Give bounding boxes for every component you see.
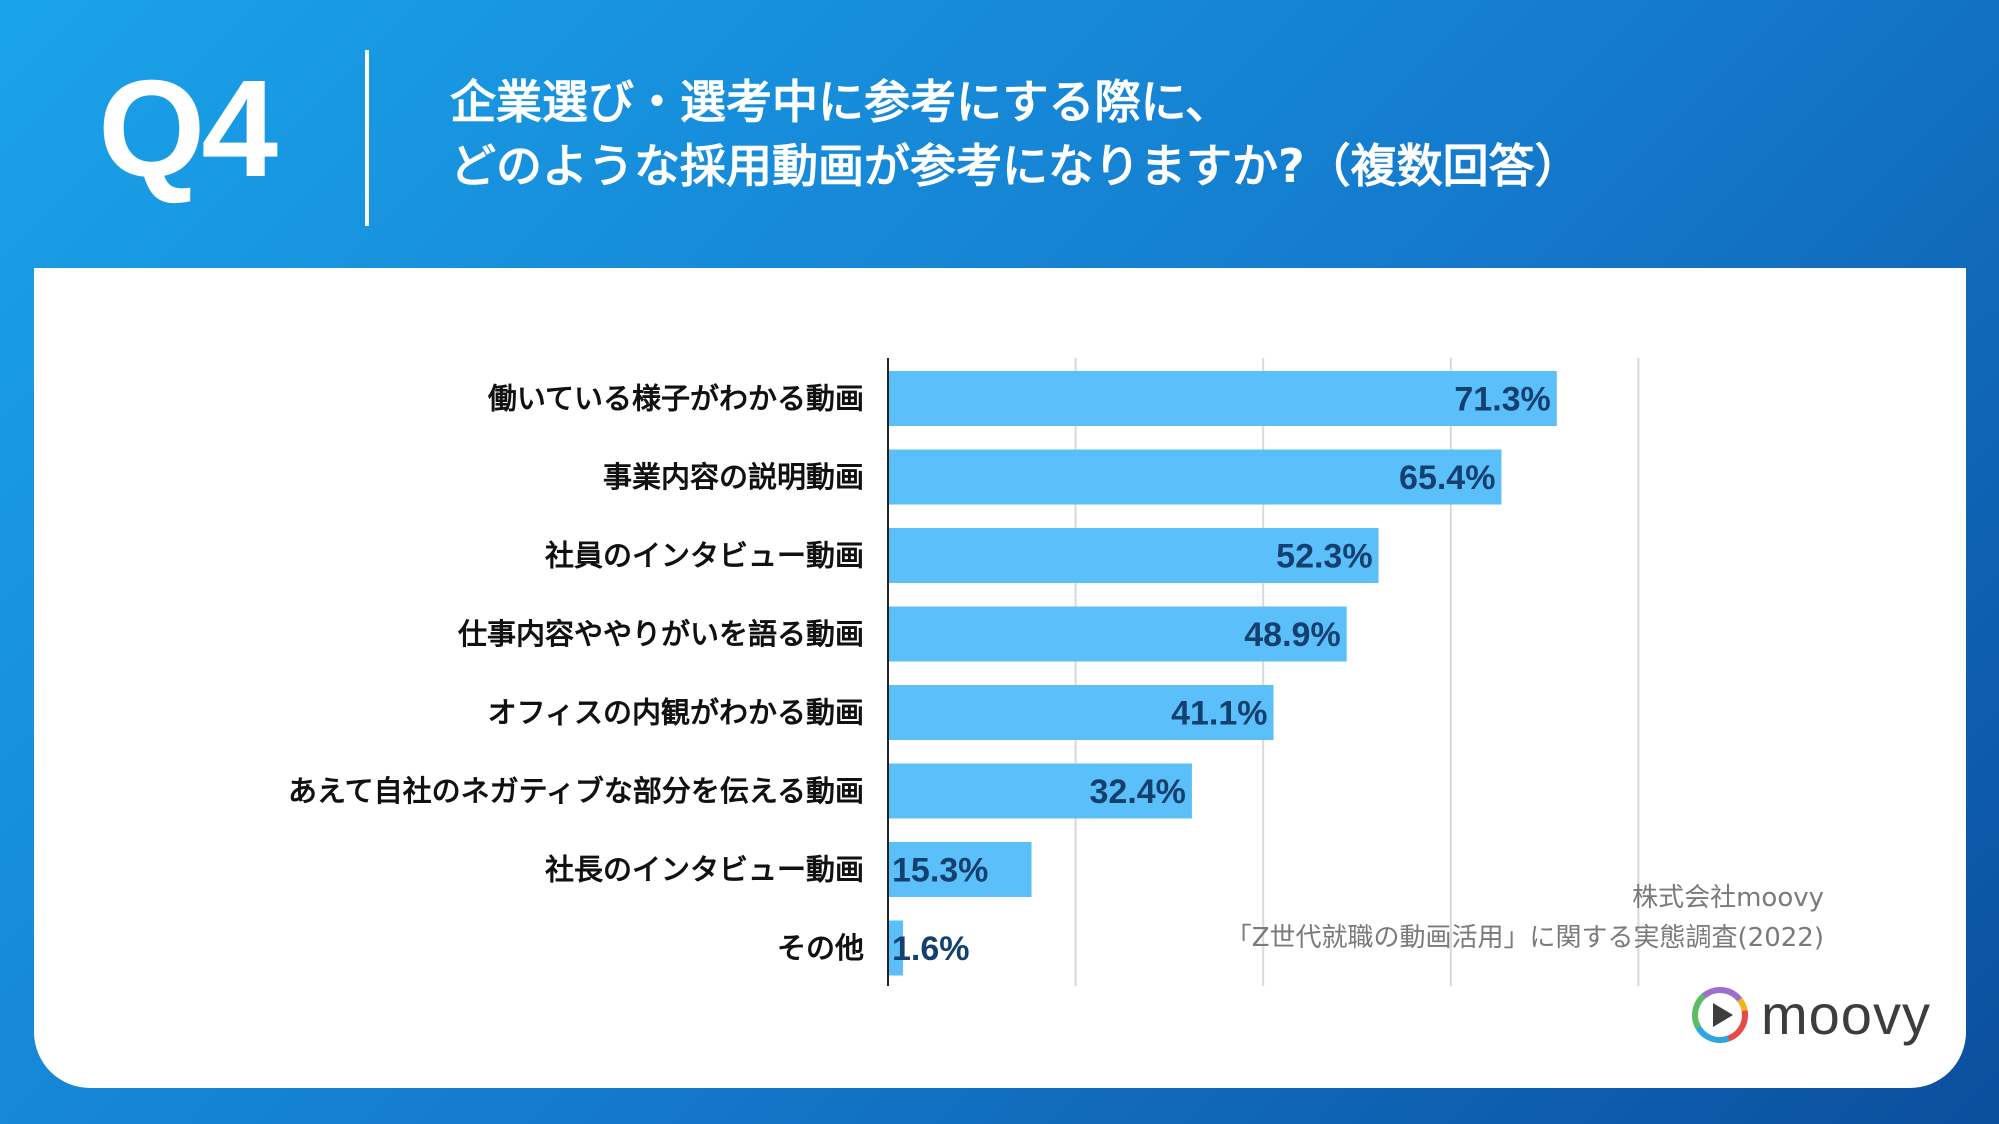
value-label: 48.9% [1244,616,1340,654]
source-survey: 「Z世代就職の動画活用」に関する実態調査(2022) [1225,923,1824,953]
value-label: 15.3% [892,852,988,890]
bar-4 [888,606,1347,662]
value-label: 52.3% [1276,538,1372,576]
bar-3 [888,528,1379,583]
value-label: 71.3% [1454,381,1550,419]
bar-2 [888,449,1502,505]
bar-7 [888,842,1032,897]
bar-6 [888,763,1192,819]
source-company: 株式会社moovy [1632,883,1824,913]
category-label: 働いている様子がわかる動画 [487,382,864,416]
category-label: あえて自社のネガティブな部分を伝える動画 [288,774,864,808]
category-label: 社長のインタビュー動画 [545,853,864,887]
logo-text: moovy [1761,983,1931,1046]
value-label: 1.6% [892,930,970,968]
header-divider [365,50,369,226]
question-number: Q4 [98,52,278,206]
source-note: 株式会社moovy 「Z世代就職の動画活用」に関する実態調査(2022) [1226,878,1824,958]
value-label: 41.1% [1171,695,1267,733]
bar-1 [888,371,1557,426]
bar-5 [888,685,1274,740]
header: Q4 企業選び・選考中に参考にする際に、 どのような採用動画が参考になりますか?… [0,0,1999,268]
title-line-1: 企業選び・選考中に参考にする際に、 [450,75,1232,129]
value-label: 65.4% [1399,459,1495,497]
bar-chart: 働いている様子がわかる動画 71.3% 事業内容の説明動画 65.4% 社員のインタビュ… [288,358,1640,986]
title-line-2: どのような採用動画が参考になりますか?（複数回答） [450,139,1581,193]
category-label: オフィスの内観がわかる動画 [488,696,864,730]
chart-card: 働いている様子がわかる動画 71.3% 事業内容の説明動画 65.4% 社員のインタビュ… [34,268,1966,1088]
play-circle-icon [1692,986,1748,1043]
value-label: 32.4% [1090,773,1186,811]
category-label: 事業内容の説明動画 [603,460,864,494]
moovy-logo: moovy [1689,980,1931,1050]
bar-8 [888,920,904,976]
category-label: 仕事内容ややりがいを語る動画 [457,617,864,651]
page-title: 企業選び・選考中に参考にする際に、 どのような採用動画が参考になりますか?（複数… [450,70,1970,198]
category-label: 社員のインタビュー動画 [545,539,864,573]
category-label: その他 [777,931,864,965]
